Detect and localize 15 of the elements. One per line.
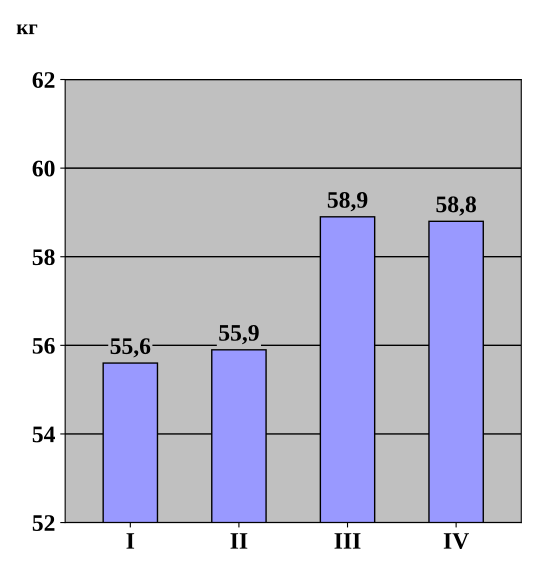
y-tick-label: 56	[32, 338, 55, 354]
x-tick-label: I	[126, 533, 134, 549]
y-tick-label: 62	[32, 72, 54, 88]
y-tick-label: 52	[32, 515, 54, 531]
y-tick-label: 54	[32, 426, 55, 442]
x-tick-label: IV	[444, 533, 469, 550]
y-tick-label: 60	[32, 160, 55, 177]
data-label: 55,9	[219, 324, 259, 344]
data-label: 58,8	[436, 196, 476, 216]
x-tick-label: III	[334, 533, 361, 549]
y-tick-label: 58	[32, 249, 55, 266]
x-tick-label: II	[230, 533, 248, 549]
data-label: 55,6	[110, 338, 150, 358]
y-axis-title: кг	[16, 24, 38, 34]
data-label: 58,9	[328, 192, 368, 212]
